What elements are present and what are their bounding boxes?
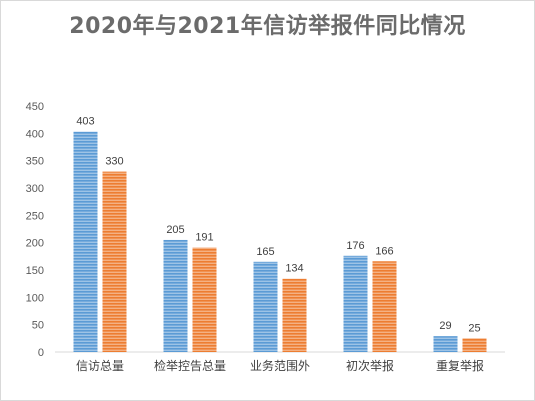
- bar-series-2-5: [462, 338, 487, 352]
- data-label: 134: [285, 263, 303, 275]
- y-tick-label: 250: [26, 210, 44, 222]
- data-label: 29: [439, 320, 451, 332]
- x-category-label: 重复举报: [436, 358, 484, 373]
- y-tick-label: 400: [26, 128, 44, 140]
- data-label: 176: [346, 240, 364, 252]
- data-label: 330: [105, 156, 123, 168]
- bar-series-1-4: [343, 255, 368, 352]
- data-label: 191: [195, 232, 213, 244]
- bar-series-2-4: [372, 261, 397, 352]
- data-label: 25: [468, 322, 480, 334]
- bar-series-2-1: [102, 171, 127, 352]
- x-category-label: 信访总量: [76, 359, 124, 373]
- y-tick-label: 0: [38, 347, 44, 359]
- chart-bars: [73, 131, 487, 352]
- y-tick-label: 50: [32, 320, 44, 332]
- y-tick-label: 200: [26, 238, 44, 250]
- chart-title: 2020年与2021年信访举报件同比情况: [69, 14, 466, 39]
- x-category-label: 业务范围外: [250, 358, 310, 373]
- data-label: 165: [256, 246, 274, 258]
- bar-series-1-3: [253, 261, 278, 352]
- y-tick-label: 300: [26, 183, 44, 195]
- bar-series-1-1: [73, 131, 98, 352]
- y-tick-label: 350: [26, 156, 44, 168]
- data-label: 166: [375, 245, 393, 257]
- x-category-label: 初次举报: [346, 358, 394, 373]
- bar-series-1-2: [163, 239, 188, 352]
- chart-axes: 0 50 100 150 200 250 300 350 400 450 信访总量 检举控告总量 业务范…: [26, 101, 505, 373]
- data-label: 403: [76, 116, 94, 128]
- y-tick-label: 100: [26, 292, 44, 304]
- data-label: 205: [166, 224, 184, 236]
- bar-series-2-3: [282, 278, 307, 352]
- bar-series-1-5: [433, 336, 458, 352]
- y-tick-label: 450: [26, 101, 44, 113]
- y-tick-label: 150: [26, 265, 44, 277]
- bar-series-2-2: [192, 247, 217, 352]
- x-category-label: 检举控告总量: [154, 358, 226, 373]
- chart-data-labels: 403 330 205 191 165 134 176 166 29 25: [76, 116, 480, 335]
